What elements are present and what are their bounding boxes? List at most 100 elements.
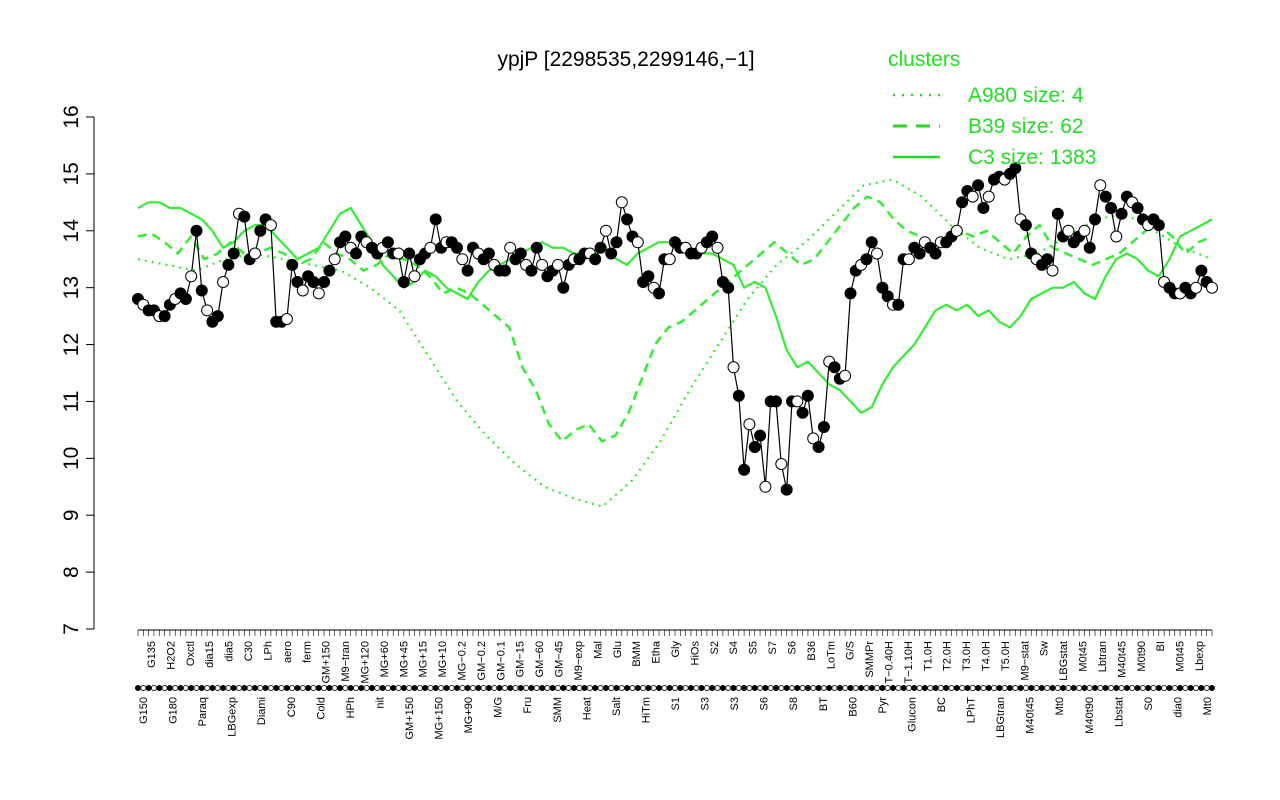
y-tick-label: 13	[60, 276, 83, 299]
data-point	[312, 287, 325, 300]
x-marker	[134, 685, 141, 692]
x-marker	[528, 685, 535, 692]
x-marker	[448, 685, 455, 692]
x-tick-label-bottom: S8	[788, 697, 800, 710]
data-point	[812, 441, 825, 453]
x-tick-label-top: GM−0.1	[495, 641, 507, 680]
x-marker	[618, 685, 625, 692]
data-point	[318, 276, 331, 288]
x-marker	[597, 685, 604, 692]
x-marker	[459, 685, 466, 692]
x-marker	[321, 685, 328, 692]
data-point	[557, 281, 570, 294]
x-marker	[310, 685, 317, 692]
data-point	[1083, 241, 1096, 254]
y-axis: 7 8 9 10 11 12 13 14 15 16	[60, 105, 95, 635]
x-marker	[140, 685, 147, 692]
x-tick-label-bottom: dia0	[1172, 697, 1184, 718]
x-tick-label-bottom: Heat	[581, 697, 593, 720]
x-marker	[953, 685, 960, 692]
data-point	[381, 236, 394, 249]
x-marker	[741, 685, 748, 692]
x-marker	[523, 685, 530, 692]
x-tick-label-top: T−1.10H	[903, 641, 915, 684]
x-tick-label-top: GM−60	[534, 641, 546, 677]
x-tick-label-bottom: Pyr	[877, 697, 889, 714]
data-point	[743, 418, 756, 431]
x-marker	[331, 685, 338, 692]
x-marker	[1107, 685, 1114, 692]
x-marker	[1161, 685, 1168, 692]
x-marker	[852, 685, 859, 692]
x-tick-label-top: S6	[786, 641, 798, 654]
x-tick-label-top: M0t45	[1175, 641, 1187, 672]
data-point	[977, 202, 990, 214]
x-tick-label-bottom: Glucon	[906, 697, 918, 732]
data-point	[642, 270, 655, 283]
data-point	[217, 276, 230, 288]
data-point	[615, 196, 628, 209]
x-marker	[1092, 685, 1099, 692]
data-point	[621, 213, 634, 226]
x-marker	[1139, 685, 1146, 692]
data-point	[456, 253, 469, 266]
data-point	[158, 310, 171, 323]
data-point	[296, 284, 309, 297]
x-tick-label-top: GM−45	[554, 641, 566, 677]
x-marker	[725, 685, 732, 692]
x-tick-label-bottom: M40t90	[1084, 697, 1096, 734]
x-marker	[889, 685, 896, 692]
x-tick-label-top: LoTm	[825, 641, 837, 669]
x-marker	[730, 685, 737, 692]
x-marker	[469, 685, 476, 692]
x-tick-label-bottom: MG+150	[434, 697, 446, 740]
data-point	[1195, 264, 1208, 277]
x-marker	[847, 685, 854, 692]
x-marker	[496, 685, 503, 692]
x-marker	[305, 685, 312, 692]
x-marker	[549, 685, 556, 692]
x-marker	[1203, 685, 1210, 692]
x-marker	[539, 685, 546, 692]
x-tick-label-top: MG+15	[418, 641, 430, 677]
data-point	[871, 247, 883, 260]
x-marker	[874, 685, 881, 692]
data-point	[706, 230, 719, 243]
x-tick-label-top: Glu	[612, 641, 624, 658]
x-tick-label-top: M9−tran	[340, 641, 352, 682]
x-marker	[581, 685, 588, 692]
x-tick-label-top: Sw	[1039, 641, 1051, 656]
x-marker	[592, 685, 599, 692]
x-marker	[150, 685, 157, 692]
x-tick-label-top: H2O2	[165, 641, 177, 670]
x-marker	[804, 685, 811, 692]
x-tick-label-bottom: S0	[1143, 697, 1155, 710]
x-marker	[1177, 685, 1184, 692]
x-marker	[810, 685, 817, 692]
data-point	[828, 361, 841, 374]
x-tick-label-bottom: G150	[138, 697, 150, 724]
y-tick-label: 16	[60, 105, 83, 128]
x-tick-label-top: T3.0H	[961, 641, 973, 671]
data-point	[195, 284, 208, 297]
series-lines	[137, 167, 1213, 508]
x-tick-label-top: GM−15	[515, 641, 527, 677]
data-point	[807, 432, 820, 445]
x-tick-label-top: C30	[243, 641, 255, 661]
legend-label-c3: C3 size: 1383	[968, 146, 1096, 169]
x-marker	[1076, 685, 1083, 692]
x-marker	[1150, 685, 1157, 692]
data-point	[881, 290, 894, 303]
data-point	[536, 258, 549, 271]
x-marker	[560, 685, 567, 692]
x-marker	[544, 685, 551, 692]
x-tick-label-top: S4	[728, 641, 740, 654]
x-marker	[943, 685, 950, 692]
data-point	[525, 264, 538, 277]
data-point	[1099, 190, 1112, 203]
data-points	[132, 162, 1218, 496]
x-tick-label-top: Lbtran	[1097, 641, 1109, 672]
data-point	[775, 458, 788, 470]
x-marker	[937, 685, 944, 692]
x-marker	[916, 685, 923, 692]
